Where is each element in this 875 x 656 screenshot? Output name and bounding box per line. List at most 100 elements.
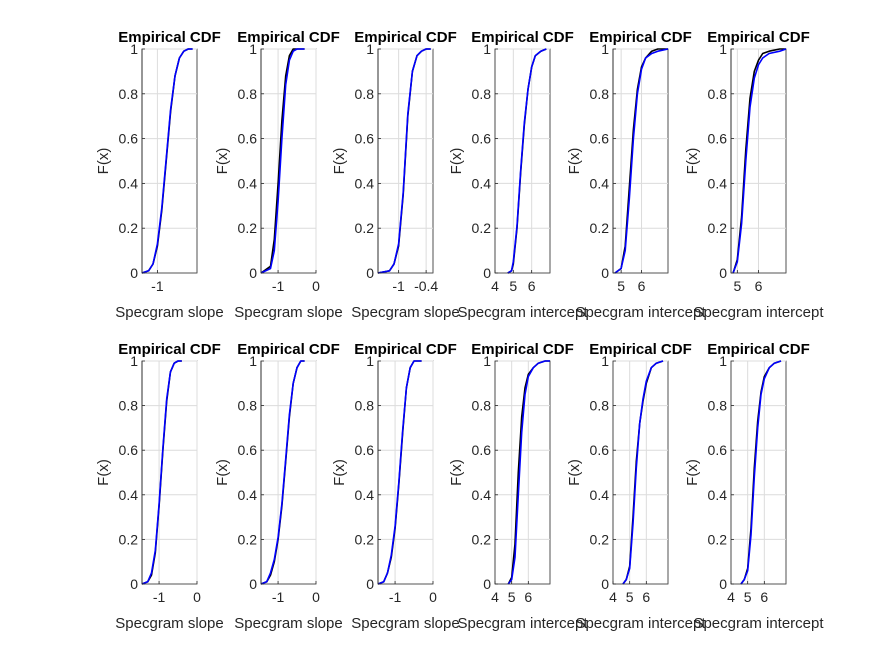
x-tick-label: 4	[491, 278, 499, 294]
y-tick-label: 1	[719, 41, 727, 57]
cdf-panel: 0 0.2 0.4 0.6 0.8 1 -1 -0.4 Empirical CDF F(x) Spe…	[331, 29, 460, 321]
y-tick-label: 0	[249, 265, 257, 281]
y-axis-label: F(x)	[684, 148, 701, 175]
x-tick-label: 6	[528, 278, 536, 294]
y-tick-label: 0.8	[238, 86, 258, 102]
x-axis-label: Specgram slope	[115, 304, 223, 321]
y-tick-label: 1	[601, 41, 609, 57]
y-tick-label: 1	[719, 353, 727, 369]
y-tick-label: 0	[249, 576, 257, 592]
x-tick-label: 6	[638, 278, 646, 294]
panel-title: Empirical CDF	[237, 341, 340, 358]
y-tick-label: 0.6	[119, 131, 139, 147]
cdf-panel: 0 0.2 0.4 0.6 0.8 1 4 5 6 Empirical CDF F(x) Specgr…	[448, 29, 588, 321]
y-tick-label: 0.2	[708, 531, 728, 547]
y-tick-label: 0.8	[708, 398, 728, 414]
y-tick-label: 1	[249, 353, 257, 369]
y-axis-label: F(x)	[566, 459, 583, 486]
x-axis-label: Specgram intercept	[693, 304, 824, 321]
cdf-series-line	[377, 48, 431, 274]
y-axis-label: F(x)	[331, 459, 348, 486]
y-tick-label: 0.8	[119, 398, 139, 414]
plot-area	[612, 360, 669, 585]
cdf-panel: 0 0.2 0.4 0.6 0.8 1 -1 0 Empirical CDF F(x) Specgr…	[331, 341, 460, 632]
cdf-panel: 0 0.2 0.4 0.6 0.8 1 -1 0 Empirical CDF F(x) Specgr…	[95, 341, 224, 632]
x-axis-label: Specgram intercept	[575, 615, 706, 632]
y-tick-label: 1	[366, 353, 374, 369]
y-tick-label: 1	[130, 41, 138, 57]
x-tick-label: 4	[491, 589, 499, 605]
y-tick-label: 0.2	[119, 220, 139, 236]
x-tick-label: -1	[392, 278, 405, 294]
y-tick-label: 0.4	[119, 487, 139, 503]
y-tick-label: 0.4	[238, 175, 258, 191]
x-axis-label: Specgram intercept	[457, 304, 588, 321]
panel-title: Empirical CDF	[707, 29, 810, 46]
cdf-series-line	[732, 48, 787, 274]
x-axis-label: Specgram slope	[351, 615, 459, 632]
y-tick-label: 0	[130, 576, 138, 592]
x-tick-label: 6	[524, 589, 532, 605]
y-tick-label: 0.6	[355, 442, 375, 458]
y-axis-label: F(x)	[214, 148, 231, 175]
x-axis-label: Specgram slope	[234, 615, 342, 632]
y-tick-label: 0.4	[238, 487, 258, 503]
y-tick-label: 0.8	[355, 86, 375, 102]
plot-area	[260, 48, 317, 274]
y-tick-label: 0.4	[355, 487, 375, 503]
y-tick-label: 1	[483, 41, 491, 57]
y-tick-label: 1	[249, 41, 257, 57]
x-tick-label: 0	[429, 589, 437, 605]
x-tick-label: -0.4	[414, 278, 438, 294]
y-tick-label: 0	[130, 265, 138, 281]
x-tick-label: 5	[508, 589, 516, 605]
x-tick-label: -1	[151, 278, 164, 294]
x-tick-label: 6	[760, 589, 768, 605]
panel-title: Empirical CDF	[354, 29, 457, 46]
y-axis-label: F(x)	[331, 148, 348, 175]
cdf-panel: 0 0.2 0.4 0.6 0.8 1 5 6 Empirical CDF F(x) Specgra…	[566, 29, 706, 321]
x-axis-label: Specgram slope	[351, 304, 459, 321]
y-tick-label: 0.2	[238, 531, 258, 547]
y-tick-label: 0.8	[472, 86, 492, 102]
cdf-panel: 0 0.2 0.4 0.6 0.8 1 -1 Empirical CDF F(x) Specgra…	[95, 29, 224, 321]
y-axis-label: F(x)	[684, 459, 701, 486]
plot-area	[141, 48, 198, 274]
panel-title: Empirical CDF	[118, 341, 221, 358]
y-axis-label: F(x)	[448, 148, 465, 175]
y-tick-label: 0.2	[708, 220, 728, 236]
y-tick-label: 0	[483, 265, 491, 281]
y-tick-label: 0.6	[590, 131, 610, 147]
cdf-panel: 0 0.2 0.4 0.6 0.8 1 5 6 Empirical CDF F(x) Specgra…	[684, 29, 824, 321]
y-tick-label: 0.2	[590, 220, 610, 236]
cdf-series-line	[622, 360, 664, 585]
plot-area	[730, 360, 787, 585]
cdf-panel: 0 0.2 0.4 0.6 0.8 1 -1 0 Empirical CDF F(x) Specgr…	[214, 341, 343, 632]
y-axis-label: F(x)	[566, 148, 583, 175]
y-tick-label: 0.6	[119, 442, 139, 458]
y-tick-label: 0.8	[472, 398, 492, 414]
x-tick-label: 0	[193, 589, 201, 605]
y-tick-label: 0.2	[472, 531, 492, 547]
y-tick-label: 0.6	[355, 131, 375, 147]
y-axis-label: F(x)	[95, 148, 112, 175]
x-tick-label: 0	[312, 278, 320, 294]
y-tick-label: 0	[719, 576, 727, 592]
plot-area	[494, 48, 551, 274]
y-tick-label: 0.2	[355, 531, 375, 547]
y-axis-label: F(x)	[214, 459, 231, 486]
plot-area	[612, 48, 669, 274]
y-tick-label: 0.6	[238, 131, 258, 147]
y-tick-label: 0.4	[472, 487, 492, 503]
cdf-series-line	[141, 360, 182, 585]
cdf-series-line	[507, 360, 550, 585]
panel-title: Empirical CDF	[589, 341, 692, 358]
y-tick-label: 0.8	[590, 398, 610, 414]
y-tick-label: 0.4	[590, 175, 610, 191]
cdf-series-line	[377, 360, 422, 585]
plot-area	[141, 360, 198, 585]
x-tick-label: -1	[389, 589, 402, 605]
y-tick-label: 0	[366, 576, 374, 592]
plot-area	[494, 360, 551, 585]
